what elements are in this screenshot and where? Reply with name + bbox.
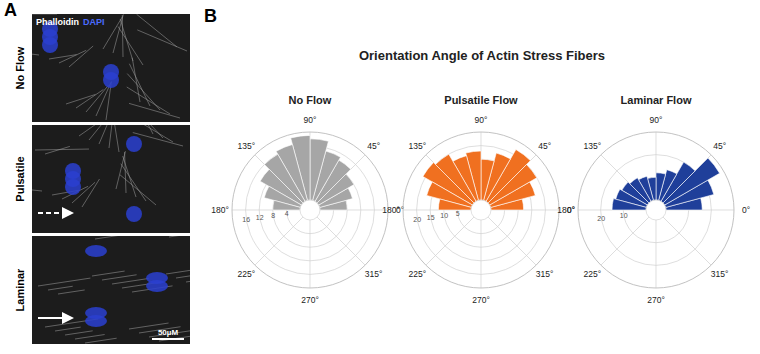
svg-text:Pulsatile Flow: Pulsatile Flow — [444, 94, 518, 106]
svg-text:90°: 90° — [475, 115, 488, 125]
svg-text:135°: 135° — [584, 141, 602, 151]
svg-text:5: 5 — [456, 210, 460, 217]
svg-text:135°: 135° — [238, 141, 256, 151]
svg-text:12: 12 — [256, 214, 264, 221]
svg-text:225°: 225° — [409, 269, 427, 279]
svg-text:270°: 270° — [647, 295, 665, 305]
svg-text:10: 10 — [620, 212, 628, 219]
svg-text:50µM: 50µM — [158, 328, 179, 337]
svg-text:315°: 315° — [365, 269, 383, 279]
svg-text:315°: 315° — [711, 269, 729, 279]
svg-text:10: 10 — [440, 212, 448, 219]
svg-text:Laminar: Laminar — [14, 268, 26, 312]
svg-text:45°: 45° — [538, 141, 551, 151]
svg-text:45°: 45° — [713, 141, 726, 151]
svg-text:225°: 225° — [584, 269, 602, 279]
svg-text:No Flow: No Flow — [289, 94, 332, 106]
svg-text:Laminar Flow: Laminar Flow — [621, 94, 692, 106]
svg-text:Orientation Angle of Actin Str: Orientation Angle of Actin Stress Fibers — [359, 48, 605, 63]
svg-text:Pulsatile: Pulsatile — [14, 156, 26, 201]
svg-text:8: 8 — [271, 212, 275, 219]
svg-text:15: 15 — [427, 214, 435, 221]
svg-text:PhalloidinDAPI: PhalloidinDAPI — [36, 17, 105, 27]
svg-text:315°: 315° — [536, 269, 554, 279]
svg-text:No Flow: No Flow — [14, 46, 26, 89]
svg-text:A: A — [4, 0, 17, 20]
svg-text:270°: 270° — [472, 295, 490, 305]
svg-text:B: B — [204, 6, 217, 26]
svg-text:180°: 180° — [382, 205, 400, 215]
svg-text:16: 16 — [242, 216, 250, 223]
svg-text:180°: 180° — [211, 205, 229, 215]
svg-text:0°: 0° — [742, 205, 750, 215]
svg-text:180°: 180° — [557, 205, 575, 215]
svg-text:20: 20 — [597, 215, 605, 222]
svg-text:4: 4 — [285, 210, 289, 217]
svg-text:225°: 225° — [238, 269, 256, 279]
svg-text:90°: 90° — [650, 115, 663, 125]
svg-text:20: 20 — [413, 216, 421, 223]
svg-text:270°: 270° — [301, 295, 319, 305]
svg-text:45°: 45° — [367, 141, 380, 151]
svg-text:135°: 135° — [409, 141, 427, 151]
svg-text:90°: 90° — [304, 115, 317, 125]
